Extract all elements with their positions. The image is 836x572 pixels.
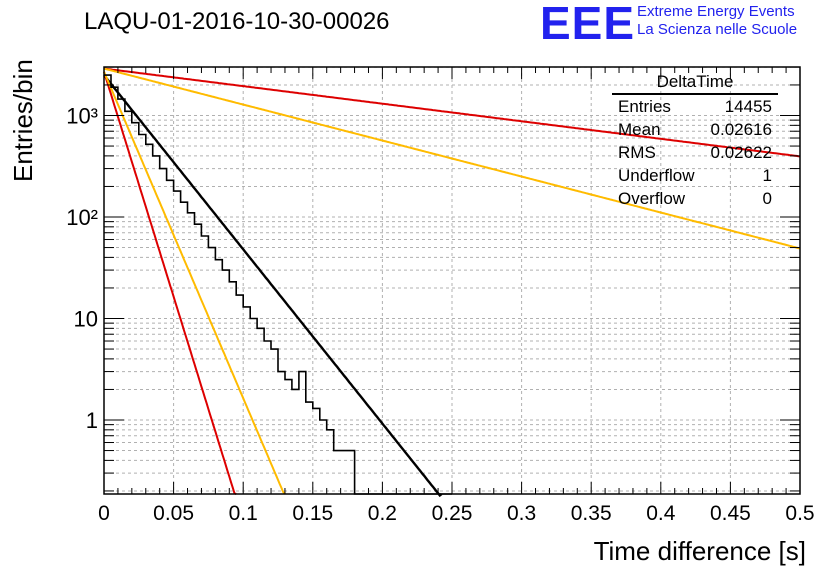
stats-row: RMS 0.02622 xyxy=(612,141,778,164)
x-axis-label: Time difference [s] xyxy=(593,536,806,566)
axis-ticks xyxy=(103,66,801,494)
y-tick-label: 10 xyxy=(74,307,98,332)
x-tick-label: 0.2 xyxy=(368,502,397,525)
stats-label: Underflow xyxy=(618,166,695,185)
curve-fit xyxy=(103,74,443,498)
x-tick-label: 0.45 xyxy=(710,502,751,525)
stats-label: Entries xyxy=(618,97,671,116)
stats-label: Overflow xyxy=(618,189,686,208)
chart-title: LAQU-01-2016-10-30-00026 xyxy=(84,8,390,35)
y-axis-label: Entries/bin xyxy=(8,59,38,182)
x-tick-label: 0.5 xyxy=(785,502,814,525)
grid-lines xyxy=(104,66,800,494)
x-tick-label: 0.1 xyxy=(229,502,258,525)
x-tick-label: 0 xyxy=(98,502,110,525)
stats-row: Entries 14455 xyxy=(612,95,778,118)
logo-line-2: La Scienza nelle Scuole xyxy=(637,21,798,38)
curve-red-fast xyxy=(103,71,237,495)
stats-value: 0 xyxy=(762,189,772,208)
stats-value: 0.02616 xyxy=(710,120,772,139)
y-tick-label: 10² xyxy=(66,205,98,230)
tick-labels: 0 0.05 0.1 0.15 0.2 0.25 0.3 0.35 0.4 0.45 0.51101… xyxy=(66,104,814,526)
stats-label: Mean xyxy=(618,120,661,139)
curve-orange-slow xyxy=(103,67,801,250)
curve-orange-fast xyxy=(103,71,286,495)
stats-row: Underflow 1 xyxy=(612,164,778,187)
y-tick-label: 10³ xyxy=(66,104,98,129)
logo-line-1: Extreme Energy Events xyxy=(637,3,795,20)
x-tick-label: 0.05 xyxy=(153,502,194,525)
stats-value: 1 xyxy=(762,166,772,185)
curve-red-slow xyxy=(103,67,801,158)
eee-logo: EEE xyxy=(540,0,636,49)
stats-header: DeltaTime xyxy=(612,72,778,95)
x-tick-label: 0.4 xyxy=(646,502,676,525)
x-tick-label: 0.35 xyxy=(571,502,612,525)
stats-box: DeltaTime Entries 14455 Mean 0.02616 RMS… xyxy=(612,72,778,210)
x-tick-label: 0.15 xyxy=(292,502,333,525)
stats-row: Overflow 0 xyxy=(612,187,778,210)
x-tick-label: 0.25 xyxy=(432,502,473,525)
curves xyxy=(103,67,801,498)
stats-value: 0.02622 xyxy=(710,143,772,162)
stats-value: 14455 xyxy=(724,97,772,116)
stats-row: Mean 0.02616 xyxy=(612,118,778,141)
y-tick-label: 1 xyxy=(86,408,98,433)
x-tick-label: 0.3 xyxy=(507,502,536,525)
stats-label: RMS xyxy=(618,143,656,162)
